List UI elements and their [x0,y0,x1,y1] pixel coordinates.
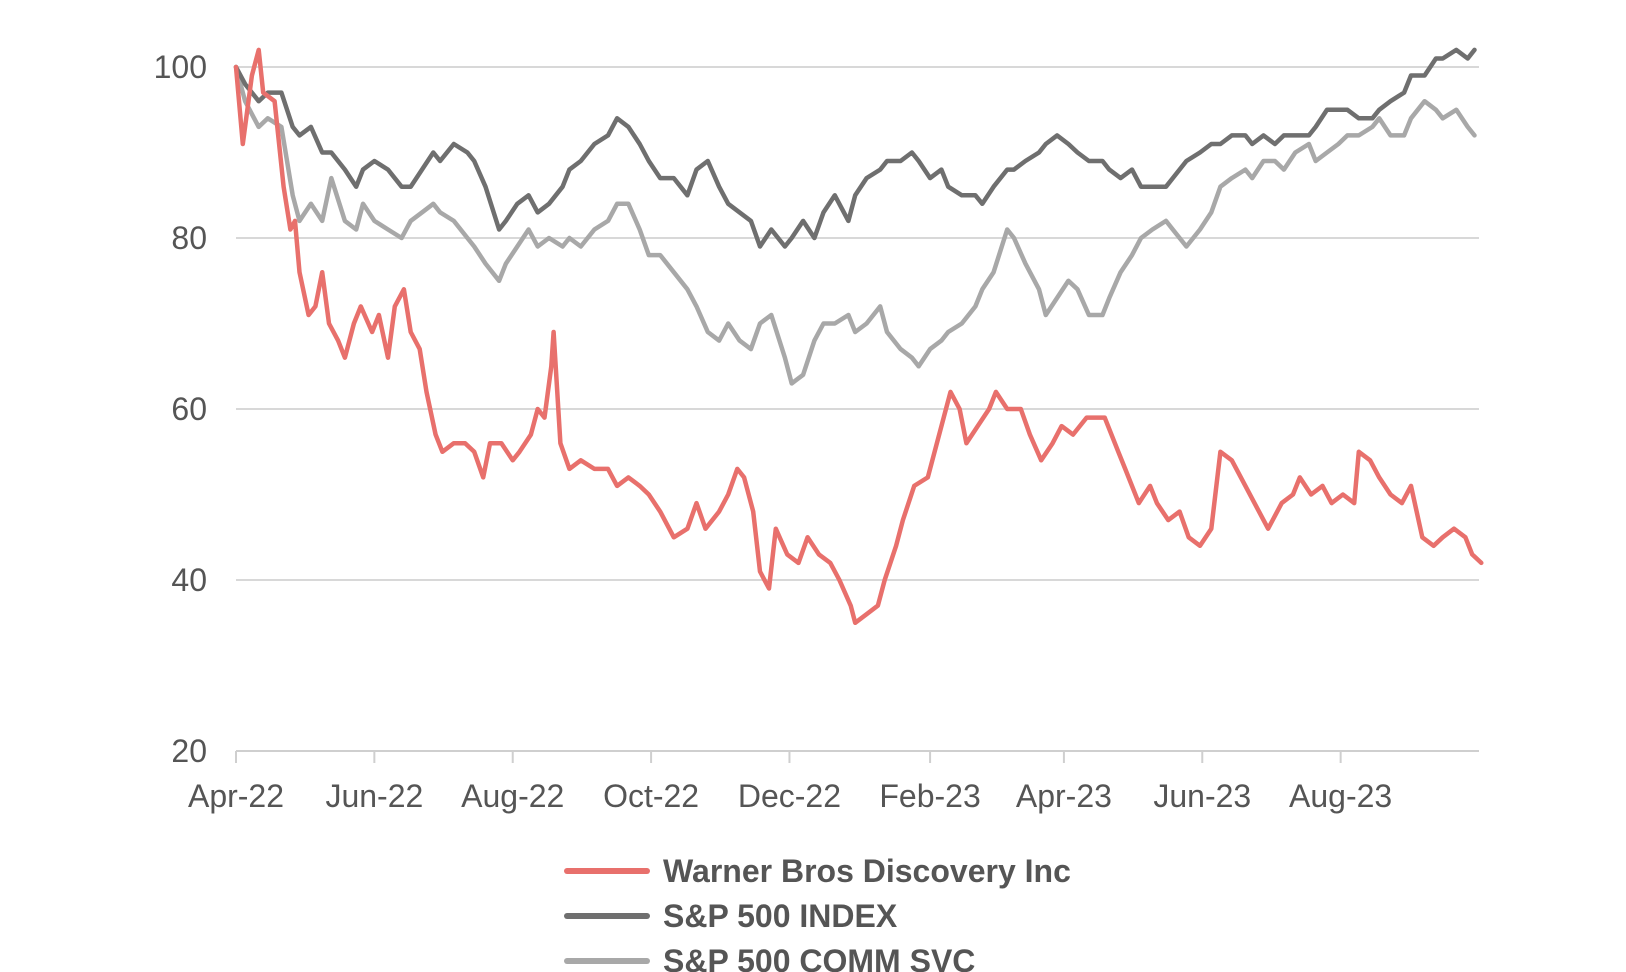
x-tick-label: Apr-22 [188,778,284,814]
y-tick-label: 60 [171,391,207,427]
series-line-s-p-500-comm-svc [233,64,1477,386]
y-tick-label: 80 [171,220,207,256]
series-line-s-p-500-index [233,47,1477,249]
x-axis-tick-labels: Apr-22 Jun-22 Aug-22 Oct-22 Dec-22 Feb-23 Apr-… [188,778,1392,814]
x-axis [235,750,1479,763]
legend-label: Warner Bros Discovery Inc [663,853,1071,889]
series-line-warner-bros-discovery-inc [233,47,1484,626]
gridlines [236,66,1479,581]
x-tick-label: Jun-23 [1153,778,1251,814]
x-tick-label: Jun-22 [325,778,423,814]
x-tick-label: Aug-22 [461,778,564,814]
x-tick-label: Oct-22 [603,778,699,814]
legend-label: S&P 500 INDEX [663,898,898,934]
x-tick-label: Feb-23 [879,778,980,814]
x-tick-label: Apr-23 [1016,778,1112,814]
y-axis-tick-labels: 20 40 60 80 100 [154,49,207,769]
legend-label: S&P 500 COMM SVC [663,943,975,972]
legend: Warner Bros Discovery Inc S&P 500 INDEX S&… [564,853,1071,972]
x-tick-label: Aug-23 [1289,778,1392,814]
series-lines [233,47,1484,626]
legend-item: S&P 500 COMM SVC [564,943,975,972]
y-tick-label: 100 [154,49,207,85]
legend-item: Warner Bros Discovery Inc [564,853,1071,889]
legend-item: S&P 500 INDEX [564,898,898,934]
y-tick-label: 20 [171,733,207,769]
x-tick-label: Dec-22 [738,778,841,814]
y-tick-label: 40 [171,562,207,598]
